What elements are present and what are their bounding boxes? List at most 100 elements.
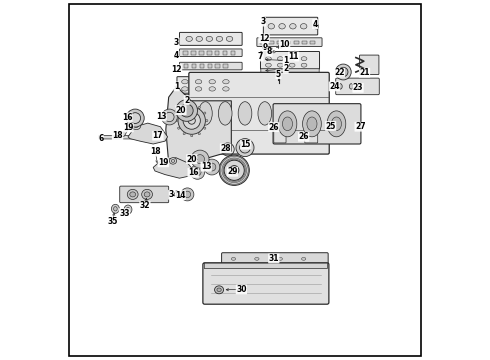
Ellipse shape — [196, 36, 202, 41]
Ellipse shape — [278, 257, 282, 260]
Ellipse shape — [177, 112, 180, 114]
Circle shape — [130, 113, 141, 123]
FancyBboxPatch shape — [257, 38, 322, 46]
Circle shape — [180, 104, 193, 117]
Polygon shape — [166, 86, 231, 163]
Ellipse shape — [349, 84, 353, 89]
Circle shape — [162, 109, 177, 125]
Text: 14: 14 — [175, 191, 185, 199]
Ellipse shape — [314, 24, 319, 29]
Ellipse shape — [265, 45, 268, 47]
Text: 34: 34 — [169, 190, 179, 199]
Polygon shape — [128, 123, 168, 144]
Text: 7: 7 — [258, 52, 263, 61]
Circle shape — [178, 107, 205, 134]
Ellipse shape — [126, 207, 130, 212]
Ellipse shape — [280, 46, 282, 48]
FancyBboxPatch shape — [203, 263, 329, 304]
Ellipse shape — [191, 104, 193, 107]
Ellipse shape — [144, 192, 150, 197]
Ellipse shape — [231, 257, 236, 260]
Ellipse shape — [177, 127, 180, 129]
Ellipse shape — [198, 132, 200, 135]
Ellipse shape — [301, 257, 306, 260]
Text: 2: 2 — [184, 96, 189, 105]
Text: 23: 23 — [353, 84, 363, 93]
Ellipse shape — [130, 192, 136, 197]
Ellipse shape — [191, 135, 193, 137]
Circle shape — [219, 155, 249, 185]
Ellipse shape — [303, 111, 321, 137]
FancyBboxPatch shape — [273, 104, 361, 144]
Ellipse shape — [289, 63, 295, 67]
Bar — [208, 64, 212, 68]
Bar — [184, 64, 189, 68]
Ellipse shape — [255, 257, 259, 260]
Text: 25: 25 — [325, 122, 336, 131]
Circle shape — [229, 166, 239, 175]
Ellipse shape — [198, 107, 200, 109]
Bar — [207, 51, 212, 55]
Ellipse shape — [226, 36, 233, 41]
Text: 12: 12 — [172, 65, 182, 74]
Ellipse shape — [198, 102, 212, 125]
Ellipse shape — [209, 87, 216, 91]
Ellipse shape — [279, 24, 285, 29]
Text: 18: 18 — [112, 131, 123, 140]
Circle shape — [208, 163, 216, 171]
FancyBboxPatch shape — [179, 32, 242, 45]
Text: 3: 3 — [260, 17, 266, 26]
Polygon shape — [118, 130, 128, 138]
Circle shape — [224, 146, 231, 153]
Ellipse shape — [327, 111, 346, 137]
Circle shape — [236, 139, 254, 157]
Bar — [302, 41, 307, 44]
Text: 22: 22 — [334, 68, 344, 77]
Circle shape — [339, 67, 348, 77]
Bar — [231, 51, 235, 55]
Text: 19: 19 — [123, 123, 133, 132]
FancyBboxPatch shape — [179, 62, 242, 70]
Ellipse shape — [182, 87, 188, 91]
FancyBboxPatch shape — [204, 263, 327, 269]
Ellipse shape — [219, 102, 232, 125]
FancyBboxPatch shape — [185, 94, 241, 98]
Text: 26: 26 — [298, 132, 309, 141]
Ellipse shape — [217, 288, 221, 292]
Ellipse shape — [183, 107, 185, 109]
Bar — [285, 41, 291, 44]
Ellipse shape — [258, 102, 271, 125]
Ellipse shape — [196, 87, 202, 91]
FancyBboxPatch shape — [261, 51, 319, 69]
FancyBboxPatch shape — [221, 253, 328, 265]
Circle shape — [196, 155, 204, 163]
Circle shape — [176, 100, 197, 121]
Bar — [294, 41, 298, 44]
Ellipse shape — [289, 57, 295, 61]
Ellipse shape — [183, 132, 185, 135]
FancyBboxPatch shape — [261, 69, 319, 72]
Circle shape — [183, 112, 200, 129]
Ellipse shape — [171, 159, 175, 162]
Ellipse shape — [268, 24, 274, 29]
Circle shape — [181, 188, 194, 201]
Ellipse shape — [266, 63, 271, 67]
Text: 18: 18 — [150, 147, 161, 156]
Ellipse shape — [182, 80, 188, 84]
Text: 13: 13 — [201, 162, 211, 171]
Bar — [222, 51, 227, 55]
Text: 11: 11 — [288, 52, 299, 61]
FancyBboxPatch shape — [189, 72, 329, 154]
Text: 30: 30 — [236, 285, 246, 294]
Circle shape — [335, 64, 351, 80]
Text: 6: 6 — [98, 134, 103, 143]
Ellipse shape — [272, 51, 275, 53]
FancyBboxPatch shape — [177, 77, 242, 93]
FancyBboxPatch shape — [179, 49, 242, 57]
Text: 15: 15 — [241, 140, 251, 149]
Bar — [261, 41, 266, 44]
Ellipse shape — [339, 84, 342, 89]
Circle shape — [240, 142, 250, 153]
Bar — [223, 64, 228, 68]
Text: 1: 1 — [174, 82, 179, 91]
